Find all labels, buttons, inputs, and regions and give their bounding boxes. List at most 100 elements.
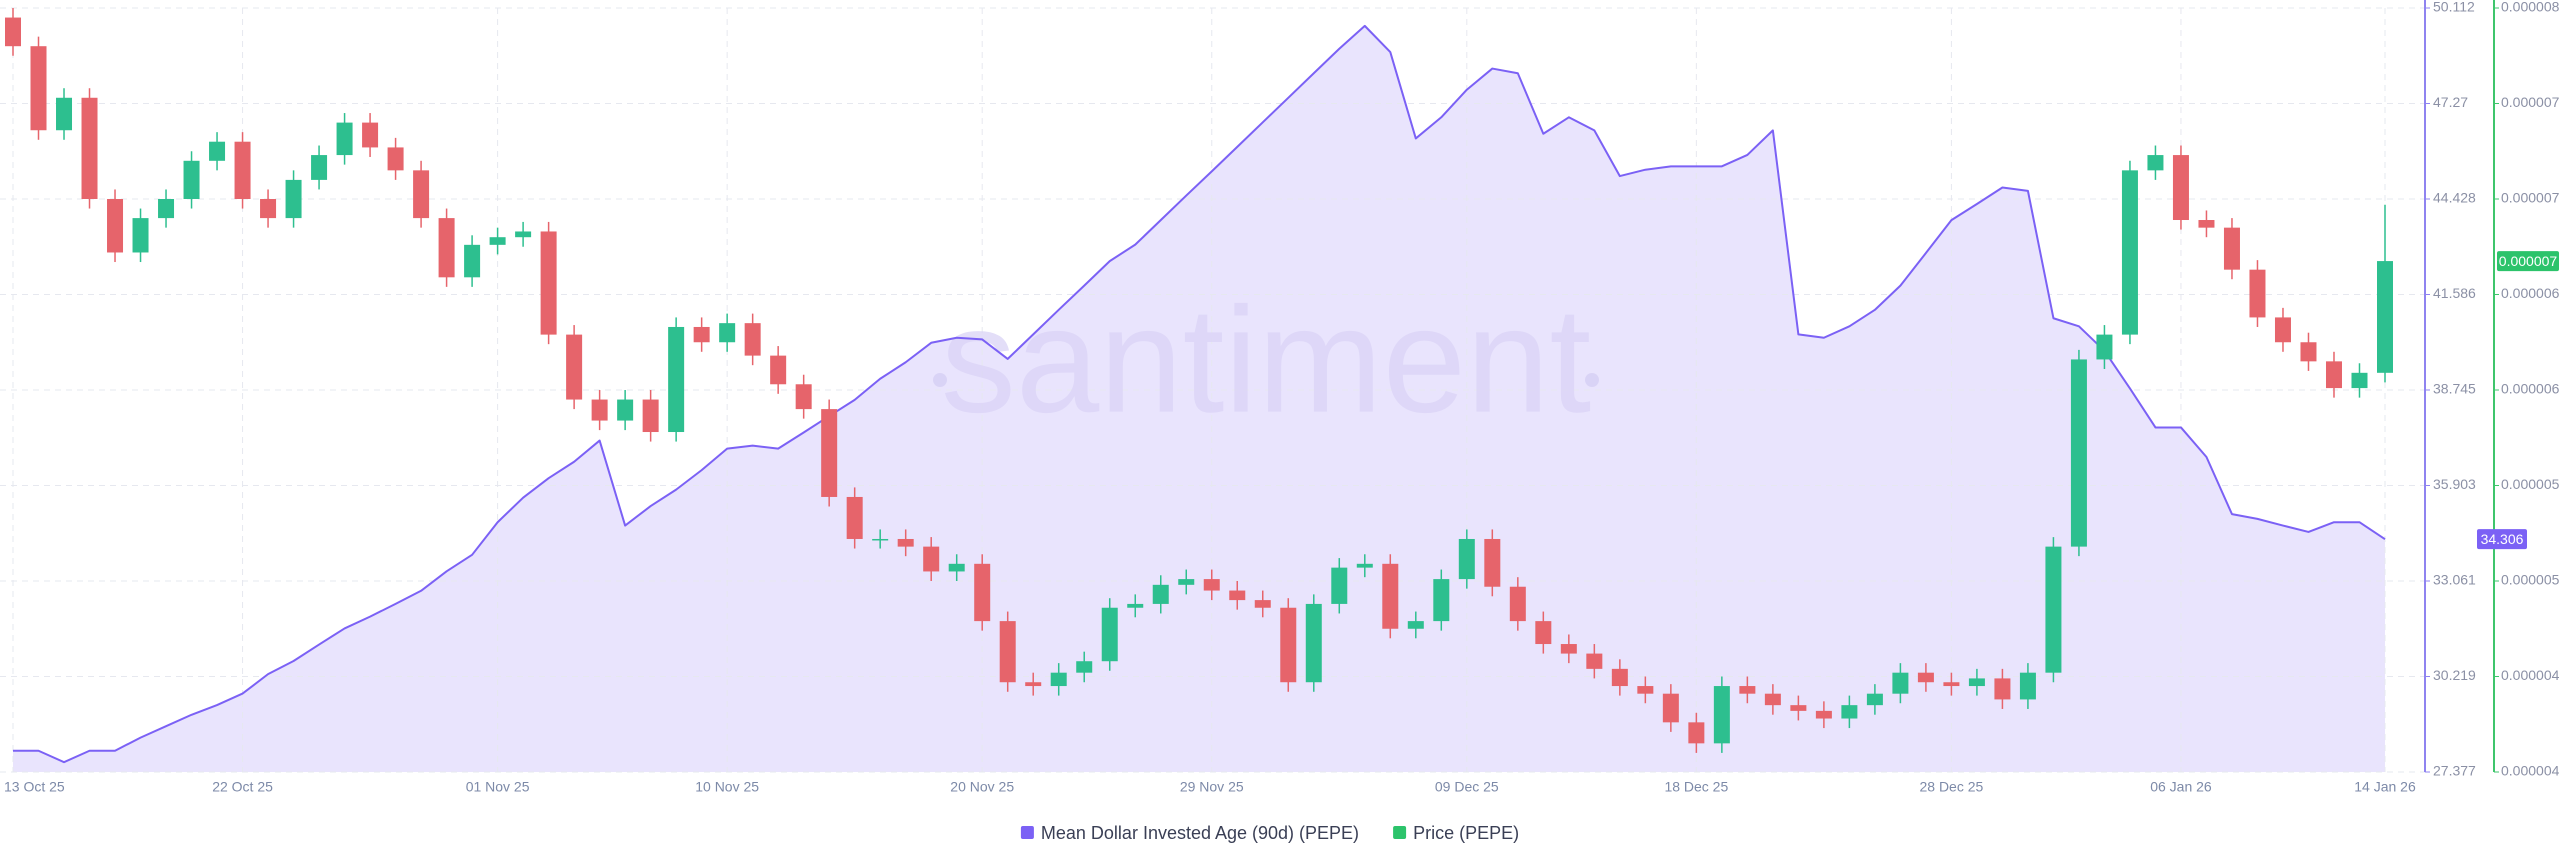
y2-tick-label: 0.000007 (2501, 190, 2560, 206)
x-tick-label: 13 Oct 25 (4, 779, 65, 795)
candle-body (1484, 538, 1501, 587)
legend-swatch (1020, 826, 1034, 839)
candle-body (1688, 722, 1705, 744)
candle-body (1331, 567, 1348, 604)
watermark-dot (1585, 373, 1599, 387)
y-tick-label: 35.903 (2433, 476, 2476, 492)
x-tick-label: 14 Jan 26 (2354, 779, 2416, 795)
candle-body (1662, 693, 1679, 723)
candle-body (1025, 682, 1042, 687)
watermark-dot (933, 373, 947, 387)
candle-body (362, 122, 379, 148)
candle-body (1815, 710, 1832, 719)
candle-body (2121, 170, 2138, 335)
candle-body (183, 160, 200, 199)
candle-body (489, 237, 506, 245)
candle-body (770, 355, 787, 385)
candle-body (2249, 269, 2266, 318)
candle-body (1841, 705, 1858, 719)
candle-body (1382, 563, 1399, 629)
candle-body (693, 326, 710, 343)
x-tick-label: 20 Nov 25 (950, 779, 1014, 795)
candle-body (999, 621, 1016, 683)
legend-item: Mean Dollar Invested Age (90d) (PEPE) (1020, 823, 1359, 843)
candle-body (821, 409, 838, 497)
candle-body (81, 97, 98, 199)
candle-body (2172, 155, 2189, 221)
candle-body (1866, 693, 1883, 706)
legend-label: Mean Dollar Invested Age (90d) (PEPE) (1041, 823, 1359, 843)
candle-body (1611, 668, 1628, 687)
candle-body (1764, 693, 1781, 706)
x-tick-label: 01 Nov 25 (466, 779, 530, 795)
candle-body (1254, 600, 1271, 608)
candle-body (872, 538, 889, 541)
candle-body (2045, 546, 2062, 673)
candle-body (897, 538, 914, 547)
candle-body (438, 218, 455, 278)
candle-body (1968, 678, 1985, 687)
candle-body (158, 199, 175, 219)
candle-body (2147, 155, 2164, 171)
candle-body (566, 334, 583, 400)
y-tick-label: 33.061 (2433, 572, 2476, 588)
candle-body (285, 179, 302, 219)
candle-body (1101, 607, 1118, 662)
candle-body (2198, 220, 2215, 228)
y2-tick-label: 0.000006 (2501, 381, 2560, 397)
candle-body (591, 399, 608, 421)
candle-body (1943, 682, 1960, 687)
candle-body (2377, 261, 2393, 373)
candle-body (2274, 317, 2291, 343)
candle-body (1586, 653, 1603, 669)
current-value-label: 34.306 (2481, 531, 2524, 547)
candle-body (5, 17, 21, 47)
candle-body (1739, 686, 1756, 694)
candle-body (1535, 621, 1552, 645)
watermark-layer: santiment (933, 276, 1599, 444)
candle-body (1917, 672, 1934, 683)
candle-body (1713, 686, 1730, 744)
candle-body (1280, 607, 1297, 683)
candle-body (260, 199, 277, 219)
legend-label: Price (PEPE) (1413, 823, 1519, 843)
candle-body (234, 141, 251, 199)
y-tick-label: 41.586 (2433, 285, 2476, 301)
candle-body (336, 122, 353, 156)
y2-tick-label: 0.000008 (2501, 0, 2560, 15)
candle-body (515, 231, 532, 238)
y2-tick-label: 0.000005 (2501, 476, 2560, 492)
candle-body (540, 231, 557, 335)
y-tick-label: 27.377 (2433, 763, 2476, 779)
y-tick-label: 47.27 (2433, 94, 2468, 110)
candle-body (1458, 538, 1475, 580)
axes-layer: 50.112 47.27 44.428 41.586 38.745 35.903 33.06… (4, 0, 2560, 795)
candle-body (209, 141, 226, 161)
marks-layer (5, 8, 2393, 764)
area-fill (13, 25, 2385, 772)
candle-body (311, 155, 328, 180)
current-price-badge (2497, 251, 2559, 272)
candle-body (974, 563, 991, 622)
candle-body (668, 326, 685, 433)
candle-body (2070, 359, 2087, 547)
candle-body (2325, 361, 2342, 389)
current-price-label: 0.000007 (2499, 253, 2558, 269)
area-layer (13, 25, 2385, 772)
candle-body (642, 399, 659, 433)
candle-body (1994, 678, 2011, 700)
candle-body (2019, 672, 2036, 700)
x-tick-label: 18 Dec 25 (1664, 779, 1728, 795)
y2-tick-label: 0.000004 (2501, 763, 2560, 779)
candle-body (846, 496, 863, 539)
y-tick-label: 38.745 (2433, 381, 2476, 397)
candle-body (1178, 579, 1195, 585)
candle-body (464, 244, 481, 278)
candle-body (56, 97, 73, 131)
candle-body (132, 218, 149, 253)
candle-body (1407, 621, 1424, 629)
candle-body (1229, 590, 1246, 601)
candle-body (1305, 603, 1322, 683)
candle-body (1637, 686, 1654, 694)
